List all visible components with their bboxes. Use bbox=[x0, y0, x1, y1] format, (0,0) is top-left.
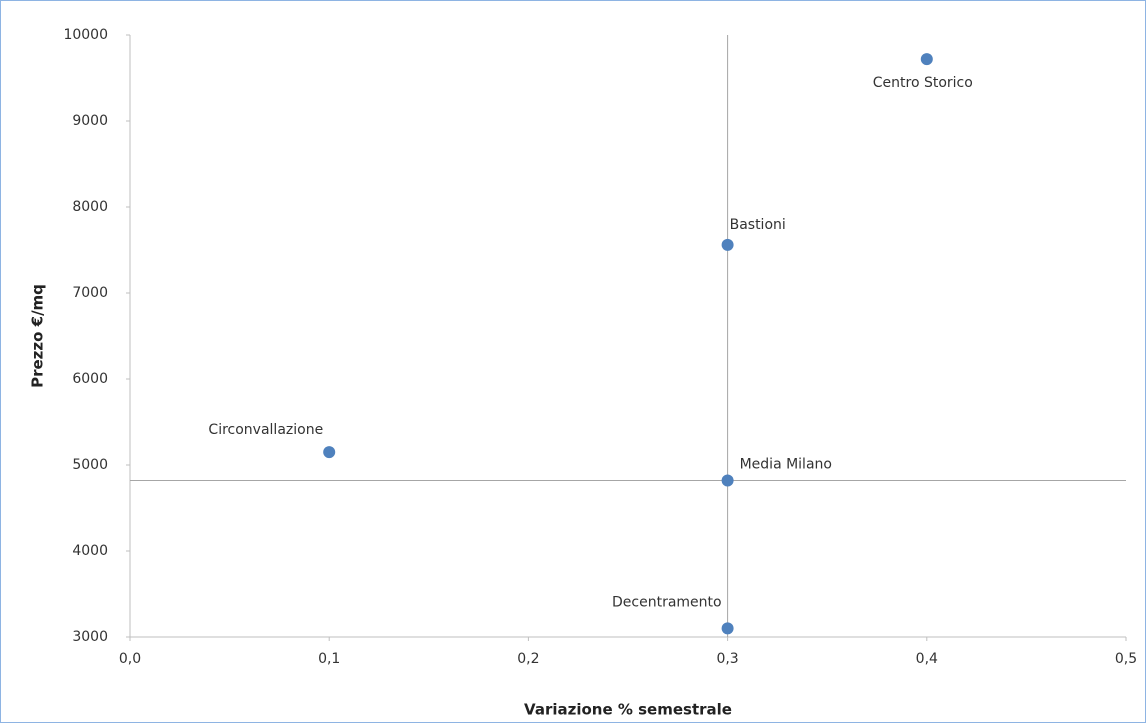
y-tick-label: 3000 bbox=[72, 629, 108, 645]
x-tick-label: 0,3 bbox=[716, 651, 738, 667]
x-tick-label: 0,1 bbox=[318, 651, 340, 667]
point-label: Decentramento bbox=[612, 594, 722, 610]
x-tick-label: 0,0 bbox=[119, 651, 141, 667]
x-tick-label: 0,4 bbox=[916, 651, 938, 667]
x-tick-label: 0,5 bbox=[1115, 651, 1137, 667]
point-label: Circonvallazione bbox=[208, 422, 323, 438]
y-tick-label: 8000 bbox=[72, 199, 108, 215]
data-point bbox=[721, 238, 734, 251]
y-tick-label: 9000 bbox=[72, 113, 108, 129]
x-tick-label: 0,2 bbox=[517, 651, 539, 667]
point-label: Bastioni bbox=[730, 217, 786, 233]
data-point bbox=[721, 474, 734, 487]
y-tick-label: 7000 bbox=[72, 285, 108, 301]
data-point bbox=[721, 622, 734, 635]
point-label: Media Milano bbox=[740, 456, 832, 472]
data-point bbox=[323, 446, 336, 459]
data-point bbox=[920, 53, 933, 66]
y-tick-label: 6000 bbox=[72, 371, 108, 387]
y-tick-label: 5000 bbox=[72, 457, 108, 473]
y-tick-label: 4000 bbox=[72, 543, 108, 559]
point-label: Centro Storico bbox=[873, 75, 973, 91]
x-axis-label: Variazione % semestrale bbox=[524, 701, 732, 719]
y-tick-label: 10000 bbox=[63, 27, 108, 43]
y-axis-label: Prezzo €/mq bbox=[29, 284, 47, 388]
